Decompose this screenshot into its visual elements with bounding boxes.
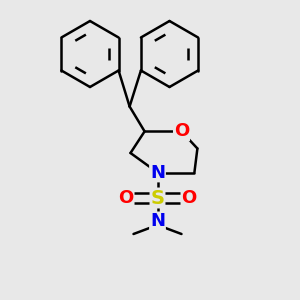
Text: N: N [150, 164, 165, 181]
Text: O: O [118, 189, 134, 207]
Text: N: N [150, 212, 165, 230]
Text: O: O [174, 122, 189, 140]
Text: S: S [151, 188, 164, 208]
Text: O: O [182, 189, 196, 207]
